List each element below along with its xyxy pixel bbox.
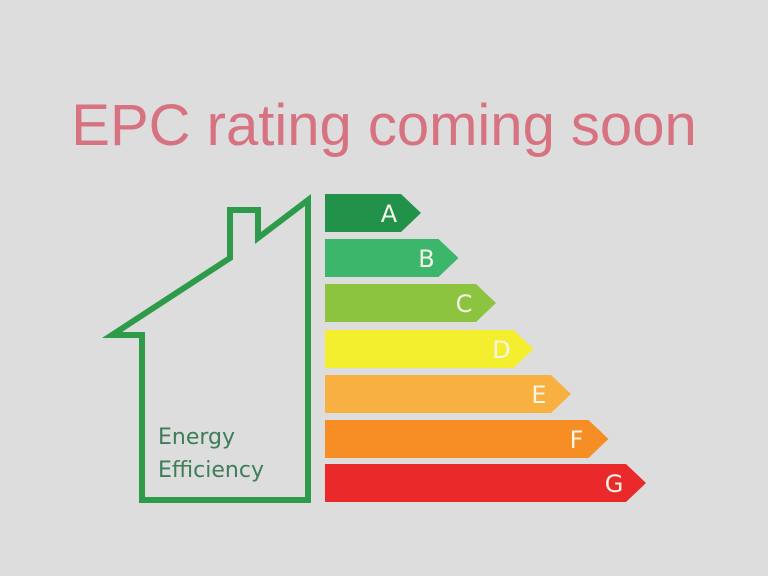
band-label-f: F	[570, 426, 584, 454]
page-title: EPC rating coming soon	[71, 93, 697, 158]
band-label-g: G	[605, 470, 624, 498]
band-e	[325, 375, 571, 413]
band-label-e: E	[531, 381, 546, 409]
band-d	[325, 330, 534, 368]
band-label-c: C	[456, 290, 473, 318]
band-b	[325, 239, 459, 277]
house-outline-icon	[101, 193, 311, 503]
band-f	[325, 420, 609, 458]
house-label-efficiency: Efficiency	[158, 458, 264, 483]
band-g	[325, 464, 646, 502]
band-a	[325, 194, 421, 232]
house-label-energy: Energy	[158, 425, 235, 450]
band-label-d: D	[492, 336, 510, 364]
band-label-b: B	[418, 245, 434, 273]
band-c	[325, 284, 496, 322]
band-label-a: A	[381, 200, 398, 228]
